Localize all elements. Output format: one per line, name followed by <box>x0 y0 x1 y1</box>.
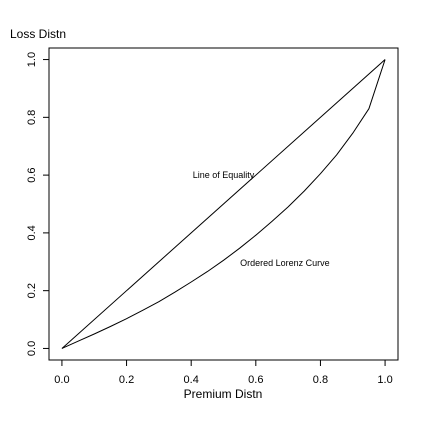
y-tick-label: 0.0 <box>26 341 38 356</box>
annotation-label: Line of Equality <box>193 170 255 180</box>
x-tick-label: 0.0 <box>54 374 69 386</box>
annotation-layer: Line of Equality Ordered Lorenz Curve <box>193 170 330 268</box>
x-tick-label: 1.0 <box>377 374 392 386</box>
x-tick-label: 0.2 <box>119 374 134 386</box>
x-axis-label: Premium Distn <box>184 387 263 401</box>
annotation-label: Ordered Lorenz Curve <box>240 258 330 268</box>
x-tick-label: 0.4 <box>184 374 199 386</box>
plot-frame <box>48 47 399 361</box>
series-layer <box>61 59 386 349</box>
y-tick-label: 1.0 <box>26 52 38 67</box>
ordered-lorenz-curve-line <box>61 59 386 349</box>
x-tick-label: 0.6 <box>248 374 263 386</box>
y-tick-label: 0.6 <box>26 167 38 182</box>
y-tick-label: 0.4 <box>26 225 38 240</box>
x-axis: 0.0 0.2 0.4 0.6 0.8 1.0 <box>54 360 393 386</box>
x-tick-label: 0.8 <box>313 374 328 386</box>
y-tick-label: 0.8 <box>26 110 38 125</box>
y-tick-label: 0.2 <box>26 283 38 298</box>
line-of-equality-line <box>61 59 386 349</box>
y-axis: 0.0 0.2 0.4 0.6 0.8 1.0 <box>26 52 49 356</box>
y-axis-label: Loss Distn <box>10 27 66 41</box>
